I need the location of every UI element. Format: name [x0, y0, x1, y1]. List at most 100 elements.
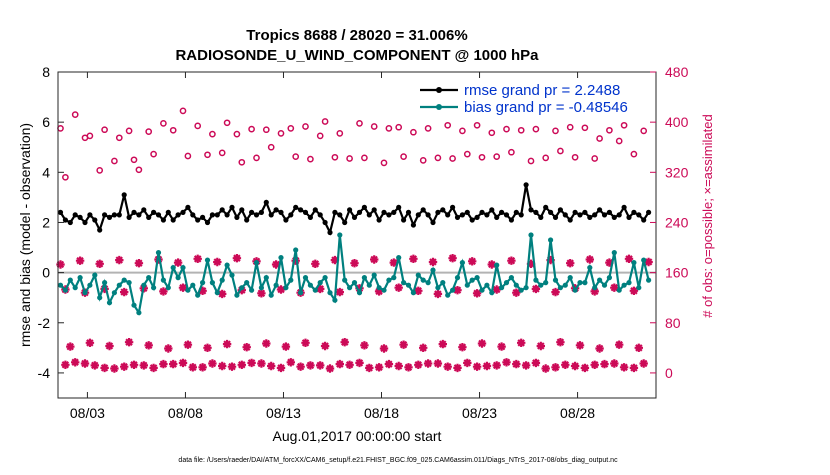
- bias-point: [543, 280, 549, 286]
- obs-assimilated-marker: [482, 361, 492, 371]
- obs-assimilated-marker: [222, 339, 232, 349]
- obs-assimilated-marker: [75, 256, 85, 265]
- obs-assimilated-marker: [365, 363, 374, 373]
- obs-assimilated-marker: [271, 260, 281, 269]
- rmse-point: [190, 212, 196, 218]
- x-tick-label: 08/18: [364, 405, 399, 421]
- obs-assimilated-marker: [438, 339, 447, 349]
- obs-possible-marker: [581, 124, 589, 132]
- bias-point: [356, 290, 363, 296]
- bias-point: [347, 285, 353, 291]
- rmse-point: [469, 217, 475, 223]
- bias-point: [180, 265, 186, 271]
- rmse-point: [263, 199, 269, 205]
- rmse-point: [616, 212, 622, 218]
- obs-assimilated-marker: [629, 286, 639, 295]
- obs-assimilated-marker: [66, 342, 75, 351]
- bias-point: [229, 272, 235, 278]
- obs-possible-marker: [331, 153, 339, 161]
- obs-possible-marker: [410, 128, 417, 136]
- rmse-point: [204, 219, 211, 226]
- obs-possible-marker: [253, 154, 260, 162]
- obs-possible-marker: [204, 151, 211, 159]
- obs-assimilated-marker: [80, 359, 90, 368]
- obs-possible-marker: [233, 130, 241, 138]
- obs-assimilated-marker: [360, 341, 369, 350]
- bias-point: [479, 287, 485, 293]
- rmse-point: [351, 214, 358, 220]
- bias-point: [626, 280, 632, 286]
- obs-assimilated-marker: [384, 359, 394, 369]
- bias-point: [268, 292, 274, 298]
- bias-point: [62, 287, 68, 293]
- bias-point: [116, 282, 122, 288]
- obs-possible-marker: [194, 122, 202, 130]
- bias-point: [111, 290, 117, 296]
- bias-point: [577, 280, 583, 286]
- bias-point: [494, 262, 500, 268]
- rmse-point: [499, 209, 505, 215]
- rmse-point: [459, 212, 465, 218]
- obs-possible-marker: [96, 167, 104, 174]
- bias-point: [204, 257, 211, 263]
- obs-assimilated-marker: [379, 344, 389, 353]
- obs-assimilated-marker: [159, 359, 168, 369]
- obs-assimilated-marker: [316, 284, 325, 294]
- rmse-point: [200, 214, 206, 220]
- obs-assimilated-marker: [374, 363, 384, 372]
- obs-possible-marker: [179, 107, 187, 115]
- obs-possible-marker: [277, 130, 285, 137]
- bias-point: [415, 272, 421, 278]
- bias-point: [396, 255, 402, 261]
- obs-assimilated-marker: [306, 361, 315, 370]
- bias-point: [121, 277, 127, 283]
- bias-point: [386, 277, 392, 283]
- obs-possible-marker: [150, 150, 157, 158]
- bias-point: [170, 265, 176, 271]
- obs-assimilated-marker: [129, 360, 139, 369]
- rmse-point: [67, 219, 73, 226]
- obs-assimilated-marker: [183, 340, 193, 349]
- obs-assimilated-marker: [531, 284, 541, 294]
- bias-point: [160, 277, 166, 283]
- rmse-point: [327, 229, 333, 236]
- obs-assimilated-marker: [487, 260, 496, 269]
- bias-point: [557, 285, 564, 291]
- obs-assimilated-marker: [556, 338, 565, 347]
- obs-assimilated-marker: [208, 359, 217, 368]
- y-tick-label-left: -2: [38, 315, 51, 331]
- obs-assimilated-marker: [276, 285, 286, 294]
- obs-possible-marker: [125, 127, 133, 135]
- bias-point: [454, 275, 461, 281]
- title-group: Tropics 8688 / 28020 = 31.006% RADIOSOND…: [175, 27, 539, 64]
- obs-assimilated-marker: [120, 362, 129, 371]
- bias-point: [499, 285, 505, 291]
- rmse-point: [268, 212, 274, 218]
- obs-assimilated-marker: [453, 363, 462, 373]
- rmse-point: [170, 217, 176, 223]
- bias-point: [646, 277, 652, 283]
- bias-point: [293, 247, 299, 253]
- obs-possible-marker: [419, 157, 427, 164]
- obs-possible-marker: [223, 119, 231, 127]
- bias-point: [621, 282, 627, 288]
- bias-point: [562, 282, 568, 288]
- rmse-point: [258, 209, 264, 215]
- rmse-point: [548, 209, 554, 215]
- obs-possible-marker: [361, 154, 368, 162]
- rmse-point: [391, 209, 397, 215]
- rmse-point: [601, 212, 608, 218]
- rmse-point: [249, 209, 255, 215]
- rmse-point: [141, 207, 147, 213]
- rmse-point: [92, 217, 98, 223]
- rmse-point: [587, 214, 593, 220]
- rmse-point: [342, 219, 348, 226]
- rmse-point: [312, 207, 318, 213]
- rmse-point: [386, 212, 392, 218]
- bias-point: [425, 280, 431, 286]
- rmse-point: [646, 209, 652, 215]
- obs-assimilated-marker: [100, 363, 109, 373]
- obs-assimilated-marker: [512, 359, 521, 369]
- bias-point: [518, 287, 524, 293]
